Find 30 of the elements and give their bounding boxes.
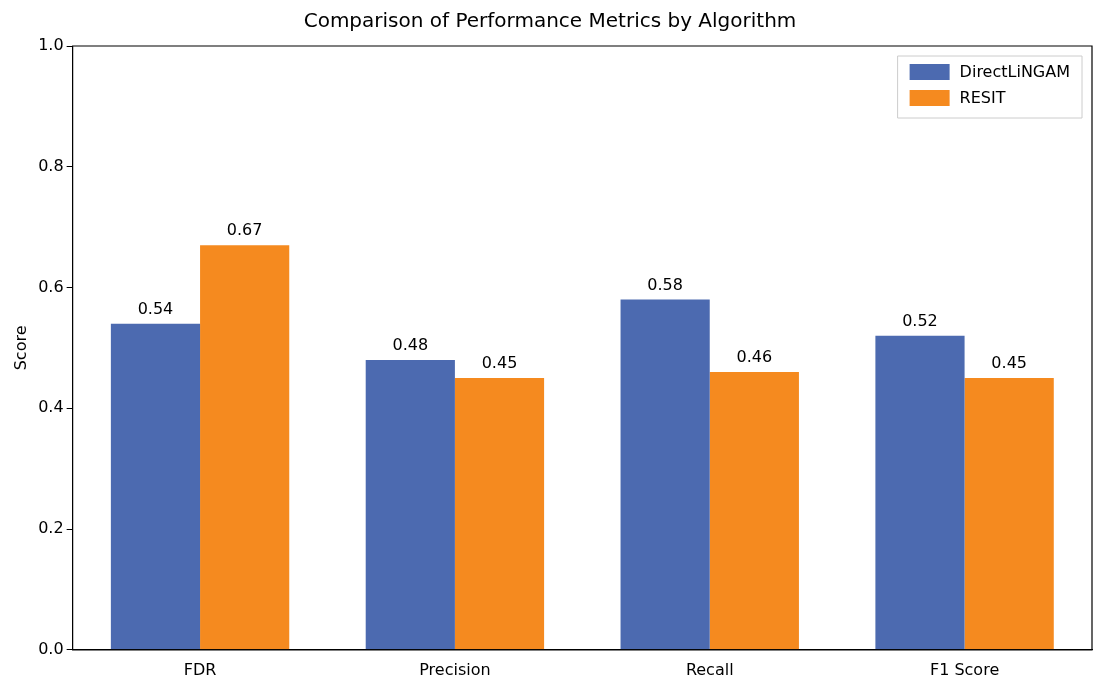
bar xyxy=(200,245,290,650)
bar xyxy=(875,335,965,650)
y-tick-label: 0.0 xyxy=(38,638,64,658)
bar xyxy=(110,323,201,650)
bar xyxy=(709,372,799,650)
chart-title: Comparison of Performance Metrics by Algorithm xyxy=(303,8,797,33)
data-label: 0.48 xyxy=(392,335,429,355)
x-tick-label: FDR xyxy=(183,659,217,679)
data-label: 0.45 xyxy=(991,353,1027,373)
y-tick-label: 0.2 xyxy=(38,518,64,538)
bar xyxy=(620,299,710,650)
y-tick-label: 1.0 xyxy=(38,35,64,55)
legend-label: RESIT xyxy=(959,88,1006,108)
data-label: 0.45 xyxy=(481,353,518,373)
bar xyxy=(365,359,455,650)
data-label: 0.58 xyxy=(647,274,683,294)
y-tick-label: 0.4 xyxy=(38,397,64,417)
y-tick-label: 0.8 xyxy=(38,155,64,175)
y-tick-label: 0.6 xyxy=(38,276,64,296)
legend-label: DirectLiNGAM xyxy=(959,62,1071,82)
x-tick-label: F1 Score xyxy=(929,659,1000,679)
bar xyxy=(454,378,545,650)
data-label: 0.67 xyxy=(226,220,263,240)
data-label: 0.46 xyxy=(736,347,773,367)
x-tick-label: Recall xyxy=(685,659,734,679)
data-label: 0.54 xyxy=(137,298,174,318)
data-label: 0.52 xyxy=(902,310,938,330)
y-axis-title: Score xyxy=(10,325,30,371)
bar xyxy=(964,378,1054,650)
x-tick-label: Precision xyxy=(419,659,491,679)
